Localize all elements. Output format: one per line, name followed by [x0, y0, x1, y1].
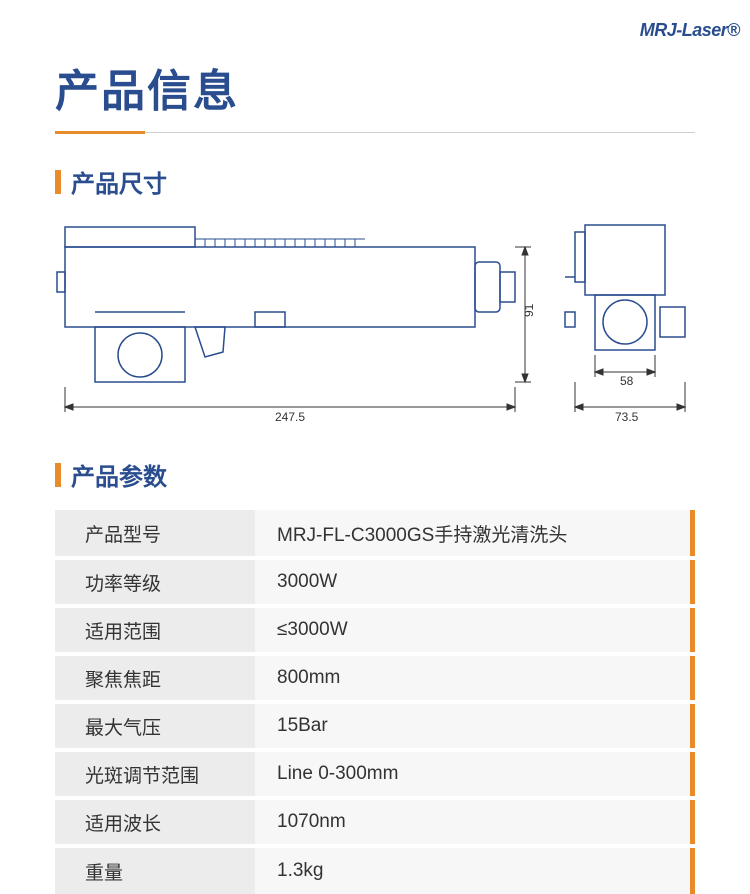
section-title-params: 产品参数 — [55, 457, 695, 492]
spec-value: 3000W — [255, 558, 695, 606]
brand-logo: MRJ-Laser® — [640, 20, 740, 41]
section-title-text: 产品参数 — [71, 457, 167, 492]
spec-label: 最大气压 — [55, 702, 255, 750]
table-row: 适用波长1070nm — [55, 798, 695, 846]
dim-height: 91 — [522, 303, 536, 317]
spec-value: 1.3kg — [255, 846, 695, 894]
section-title-text: 产品尺寸 — [71, 164, 167, 199]
table-row: 重量1.3kg — [55, 846, 695, 894]
table-row: 最大气压15Bar — [55, 702, 695, 750]
accent-bar-icon — [55, 463, 61, 487]
spec-label: 功率等级 — [55, 558, 255, 606]
spec-label: 聚焦焦距 — [55, 654, 255, 702]
spec-label: 适用波长 — [55, 798, 255, 846]
spec-label: 适用范围 — [55, 606, 255, 654]
spec-value: MRJ-FL-C3000GS手持激光清洗头 — [255, 510, 695, 558]
table-row: 功率等级3000W — [55, 558, 695, 606]
spec-value: ≤3000W — [255, 606, 695, 654]
spec-value: Line 0-300mm — [255, 750, 695, 798]
page-title: 产品信息 — [55, 55, 695, 119]
spec-label: 重量 — [55, 846, 255, 894]
accent-bar-icon — [55, 170, 61, 194]
table-row: 产品型号MRJ-FL-C3000GS手持激光清洗头 — [55, 510, 695, 558]
table-row: 适用范围≤3000W — [55, 606, 695, 654]
spec-value: 1070nm — [255, 798, 695, 846]
table-row: 聚焦焦距800mm — [55, 654, 695, 702]
spec-value: 800mm — [255, 654, 695, 702]
dim-length: 247.5 — [275, 410, 305, 424]
dim-side-outer: 73.5 — [615, 410, 639, 424]
title-divider — [55, 131, 695, 134]
table-row: 光斑调节范围Line 0-300mm — [55, 750, 695, 798]
spec-label: 产品型号 — [55, 510, 255, 558]
dim-side-inner: 58 — [620, 374, 634, 388]
page-content: 产品信息 产品尺寸 — [0, 0, 750, 894]
spec-table: 产品型号MRJ-FL-C3000GS手持激光清洗头功率等级3000W适用范围≤3… — [55, 510, 695, 894]
spec-value: 15Bar — [255, 702, 695, 750]
technical-drawing: 91 247.5 — [55, 217, 695, 427]
spec-label: 光斑调节范围 — [55, 750, 255, 798]
section-title-dimensions: 产品尺寸 — [55, 164, 695, 199]
